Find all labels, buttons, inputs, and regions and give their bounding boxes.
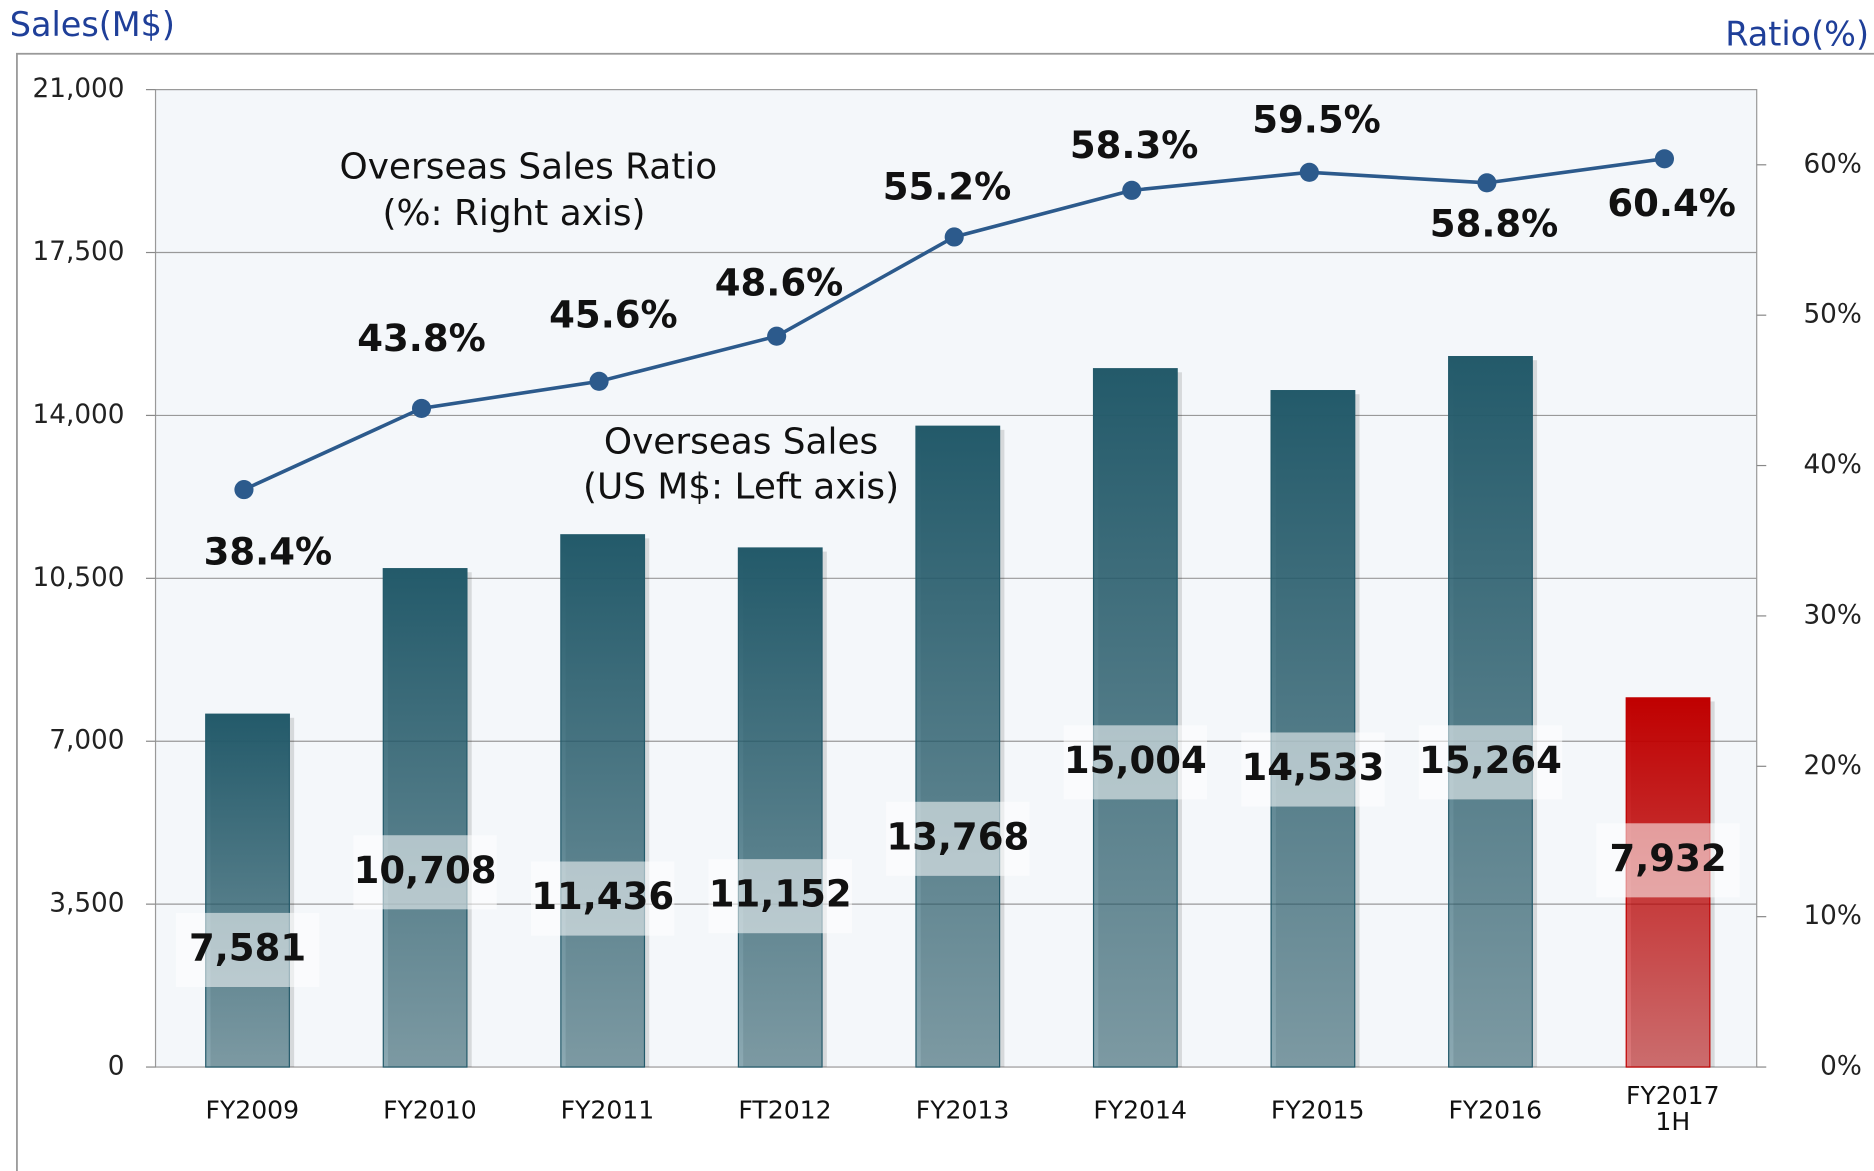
line-point <box>411 398 432 418</box>
label-box <box>1418 725 1563 800</box>
x-tick-label: FY2015 <box>1271 1095 1365 1124</box>
line-point <box>1654 149 1675 169</box>
y2-tick-label: 50% <box>1803 300 1861 330</box>
data-label: 11,436 <box>531 875 674 918</box>
annotation: (US M$: Left axis) <box>583 467 899 508</box>
label-box <box>1241 732 1385 807</box>
bar <box>205 713 290 1068</box>
x-tick-label: FY2017 1H <box>1626 1081 1720 1136</box>
data-label: 38.4% <box>204 531 332 574</box>
y-tick-label: 0 <box>108 1052 125 1082</box>
y2-axis-title: Ratio(%) <box>1725 14 1869 53</box>
y2-tick-label: 20% <box>1803 751 1861 781</box>
annotation: (%: Right axis) <box>383 193 646 234</box>
data-label: 58.3% <box>1070 124 1198 167</box>
label-box <box>353 835 497 910</box>
label-box <box>886 801 1030 876</box>
data-label: 10,708 <box>354 849 497 892</box>
data-label: 15,004 <box>1064 739 1207 782</box>
line-point <box>944 227 964 247</box>
y-tick-label: 10,500 <box>33 563 125 593</box>
data-label: 7,932 <box>1609 837 1726 880</box>
bar <box>382 568 468 1068</box>
data-label: 55.2% <box>883 166 1011 209</box>
x-tick-label: FY2011 <box>561 1095 655 1124</box>
bar <box>1092 368 1178 1068</box>
bar <box>737 547 823 1068</box>
data-label: 45.6% <box>549 293 677 336</box>
data-label: 43.8% <box>357 317 485 360</box>
annotation: Overseas Sales <box>604 421 878 462</box>
line-point <box>1477 173 1497 193</box>
label-box <box>1596 823 1740 898</box>
y-tick-label: 3,500 <box>49 889 124 919</box>
line-point <box>589 371 609 391</box>
x-tick-label: FY2016 <box>1448 1095 1542 1124</box>
data-label: 14,533 <box>1241 746 1384 789</box>
y-tick-label: 14,000 <box>33 400 125 430</box>
bar <box>560 534 646 1068</box>
line-point <box>234 480 254 500</box>
line-point <box>1299 162 1319 182</box>
data-label: 60.4% <box>1607 182 1735 225</box>
y2-tick-label: 60% <box>1803 149 1861 179</box>
data-label: 7,581 <box>189 926 306 969</box>
data-label: 15,264 <box>1419 739 1562 782</box>
label-box <box>708 859 852 934</box>
bar <box>1448 355 1533 1068</box>
y-tick-label: 7,000 <box>49 726 124 756</box>
data-label: 48.6% <box>715 261 843 304</box>
y-axis-title: Sales(M$) <box>10 5 175 44</box>
data-label: 58.8% <box>1430 202 1558 245</box>
y-tick-label: 17,500 <box>33 237 125 267</box>
y2-tick-label: 0% <box>1820 1052 1862 1082</box>
line-point <box>767 326 787 346</box>
label-box <box>1063 725 1208 800</box>
data-label: 59.5% <box>1252 99 1380 142</box>
x-tick-label: FY2013 <box>916 1095 1010 1124</box>
bar <box>915 425 1001 1068</box>
x-tick-label: FY2010 <box>383 1095 477 1124</box>
label-box <box>175 912 320 987</box>
y2-tick-label: 10% <box>1803 901 1861 931</box>
bar <box>1270 390 1356 1068</box>
x-tick-label: FY2014 <box>1093 1095 1187 1124</box>
data-label: 13,768 <box>886 815 1029 858</box>
data-label: 11,152 <box>709 873 852 916</box>
x-tick-label: FT2012 <box>738 1095 831 1124</box>
annotation: Overseas Sales Ratio <box>340 146 718 187</box>
y2-tick-label: 30% <box>1803 600 1861 630</box>
y-tick-label: 21,000 <box>33 74 125 104</box>
line-point <box>1122 180 1142 200</box>
label-box <box>530 861 675 936</box>
y2-tick-label: 40% <box>1803 450 1861 480</box>
x-tick-label: FY2009 <box>206 1095 300 1124</box>
